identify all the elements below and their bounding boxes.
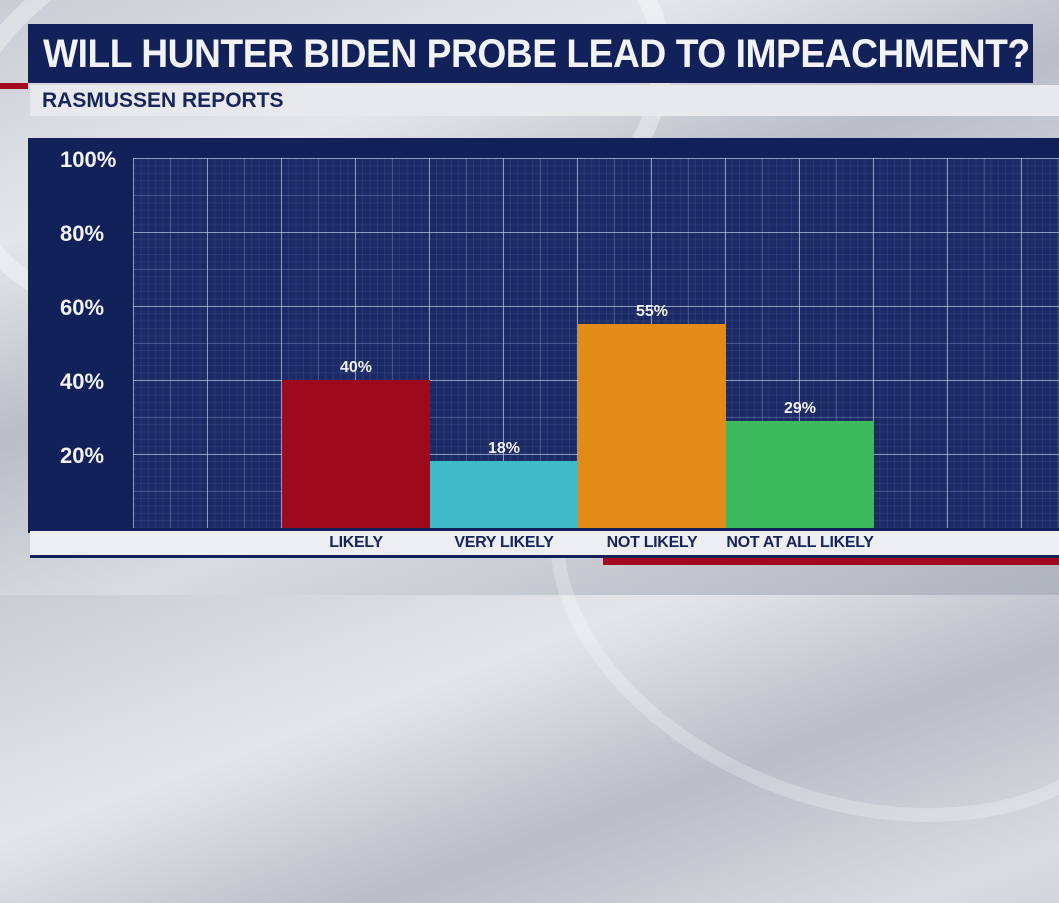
y-tick-label: 80%	[60, 221, 105, 246]
bar-likely: 40%	[282, 359, 430, 528]
plot-area: 40% 18% 55% 29%	[133, 158, 1059, 528]
bar-value-label: 29%	[783, 400, 817, 417]
y-tick-label: 40%	[60, 369, 105, 394]
title-bar: WILL HUNTER BIDEN PROBE LEAD TO IMPEACHM…	[28, 24, 1033, 83]
y-tick-label: 100%	[60, 147, 117, 172]
x-tick-label: NOT AT ALL LIKELY	[726, 534, 874, 551]
subtitle-bar: RASMUSSEN REPORTS	[30, 85, 1059, 116]
x-tick-label: NOT LIKELY	[606, 534, 698, 551]
red-accent-stripe	[0, 83, 28, 89]
bar-value-label: 55%	[635, 303, 669, 320]
chart-source: RASMUSSEN REPORTS	[42, 89, 284, 112]
x-axis-label-strip	[30, 531, 1059, 558]
y-tick-label: 20%	[60, 443, 105, 468]
bar-very-likely: 18%	[430, 440, 578, 528]
red-accent-stripe	[603, 558, 1059, 565]
bar-value-label: 40%	[339, 359, 373, 376]
bar-value-label: 18%	[487, 440, 521, 457]
chart-title: WILL HUNTER BIDEN PROBE LEAD TO IMPEACHM…	[43, 32, 1030, 76]
bar-not-likely: 55%	[578, 303, 726, 528]
x-tick-label: VERY LIKELY	[454, 534, 554, 551]
y-tick-label: 60%	[60, 295, 105, 320]
x-tick-label: LIKELY	[329, 534, 383, 551]
bar-not-at-all-likely: 29%	[726, 400, 874, 528]
